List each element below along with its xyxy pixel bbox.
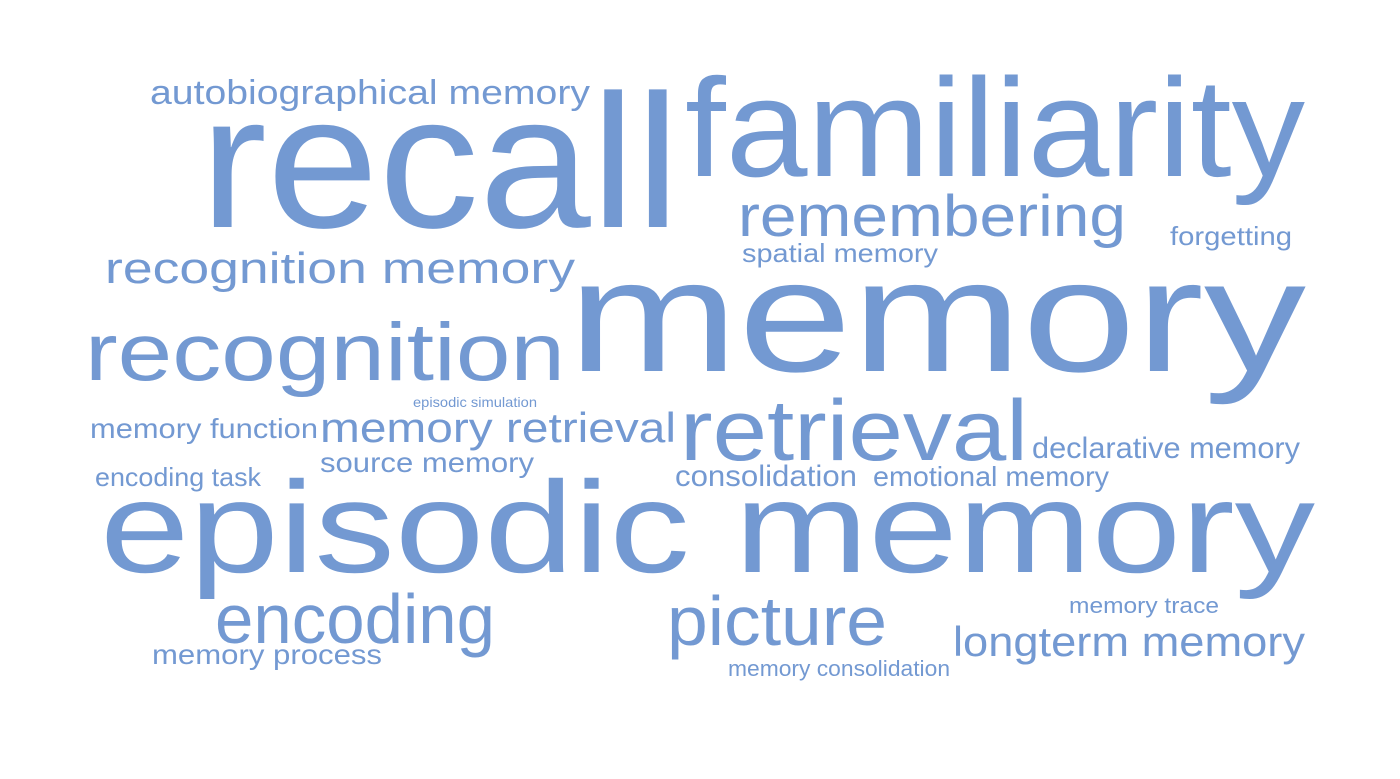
word-memory-retrieval: memory retrieval: [320, 403, 676, 451]
word-declarative-memory: declarative memory: [1032, 432, 1300, 466]
word-episodic-memory: episodic memory: [100, 454, 1316, 601]
word-longterm-memory: longterm memory: [953, 617, 1305, 665]
word-recognition-memory: recognition memory: [105, 243, 575, 293]
word-memory: memory: [568, 225, 1306, 405]
word-forgetting: forgetting: [1170, 220, 1293, 251]
word-consolidation: consolidation: [675, 460, 858, 494]
word-autobiographical-memory: autobiographical memory: [150, 73, 590, 112]
word-encoding: encoding: [215, 579, 495, 658]
word-picture: picture: [667, 581, 888, 660]
word-remembering: remembering: [738, 184, 1126, 250]
word-familiarity: familiarity: [685, 49, 1306, 207]
word-encoding-task: encoding task: [95, 461, 262, 492]
word-retrieval: retrieval: [680, 382, 1028, 479]
word-memory-function: memory function: [90, 412, 318, 444]
word-recall: recall: [200, 56, 681, 269]
word-memory-process: memory process: [152, 638, 382, 670]
word-episodic-simulation: episodic simulation: [413, 394, 537, 411]
word-spatial-memory: spatial memory: [742, 237, 939, 268]
word-recognition: recognition: [85, 307, 565, 399]
word-memory-trace: memory trace: [1069, 593, 1220, 619]
word-memory-consolidation: memory consolidation: [728, 656, 951, 682]
word-source-memory: source memory: [320, 446, 535, 478]
word-emotional-memory: emotional memory: [873, 460, 1110, 492]
